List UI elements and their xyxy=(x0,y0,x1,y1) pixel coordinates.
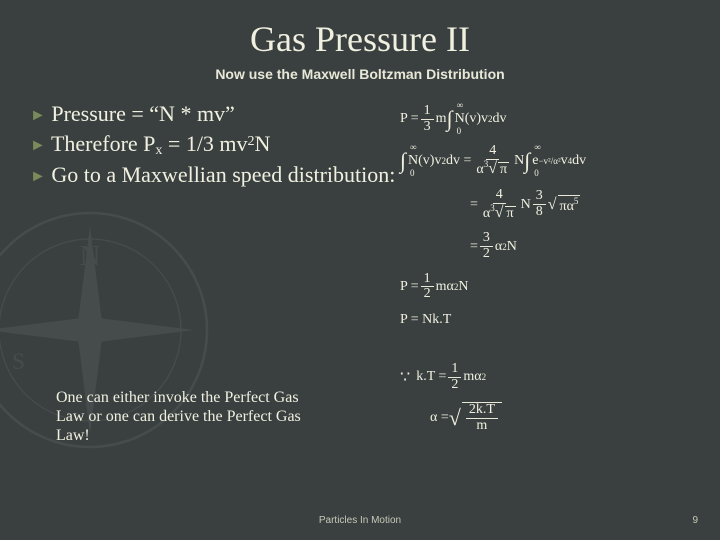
equation-8: α = √2k.Tm xyxy=(400,402,690,433)
bullet-text: Therefore P xyxy=(51,131,155,156)
bullet-3: ► Go to a Maxwellian speed distribution: xyxy=(30,161,400,189)
bullet-text: N xyxy=(255,131,271,156)
superscript: 2 xyxy=(248,134,255,149)
footer-label: Particles In Motion xyxy=(0,515,720,526)
bottom-note: One can either invoke the Perfect Gas La… xyxy=(56,388,316,446)
bullet-1: ► Pressure = “N * mv” xyxy=(30,100,400,128)
bullet-arrow-icon: ► xyxy=(30,107,46,124)
equation-6: P = Nk.T xyxy=(400,312,690,328)
equation-7: ∵ k.T = 12 mα2 xyxy=(400,362,690,392)
integral-icon: ∫∞0 xyxy=(447,106,453,132)
page-number: 9 xyxy=(692,515,698,526)
slide-title: Gas Pressure II xyxy=(0,0,720,60)
bullet-text: Go to a Maxwellian speed distribution: xyxy=(51,162,395,187)
bullet-arrow-icon: ► xyxy=(30,168,46,185)
equation-3: = 4α3√π N 38 √πα5 xyxy=(400,188,690,221)
therefore-icon: ∵ xyxy=(400,367,410,387)
equation-2: ∫∞0 N(v)v2dv = 4α3√π N ∫∞0 e−v²/α²v4dv xyxy=(400,144,690,177)
equation-4: = 32 α2N xyxy=(400,231,690,261)
integral-icon: ∫∞0 xyxy=(400,148,406,174)
bullet-text: = 1/3 mv xyxy=(162,131,247,156)
bullet-text: Pressure = “N * mv” xyxy=(51,101,234,126)
slide-subtitle: Now use the Maxwell Boltzman Distributio… xyxy=(0,66,720,82)
equation-5: P = 12 mα2N xyxy=(400,272,690,302)
bullet-arrow-icon: ► xyxy=(30,137,46,154)
equations-column: P = 13 m ∫∞0 N(v)v2dv ∫∞0 N(v)v2dv = 4α3… xyxy=(400,100,690,444)
equation-1: P = 13 m ∫∞0 N(v)v2dv xyxy=(400,104,690,134)
integral-icon: ∫∞0 xyxy=(524,148,530,174)
bullet-2: ► Therefore Px = 1/3 mv2N xyxy=(30,130,400,160)
